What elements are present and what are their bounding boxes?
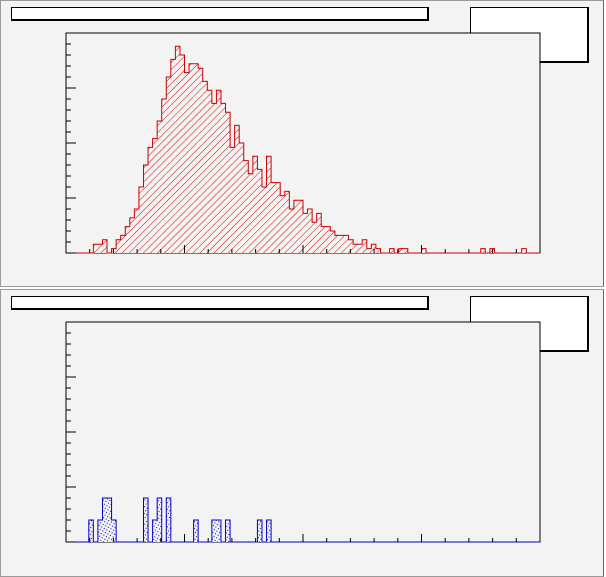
top-bin-7 [97,244,103,253]
top-bin-54 [312,222,317,253]
top-bin-66 [366,248,372,253]
bottom-bin-7 [97,520,103,542]
bottom-bin-44 [266,520,272,542]
top-bin-47 [280,195,285,253]
top-bin-48 [284,191,290,253]
bottom-bin-42 [257,520,262,542]
top-bin-32 [211,103,217,254]
top-histogram-outline [66,45,540,254]
top-histogram-frame [65,32,541,254]
top-bin-28 [193,63,199,253]
bottom-bin-9 [107,498,112,542]
bottom-plot-frame [65,321,541,543]
top-bin-53 [307,209,313,253]
bottom-bin-10 [111,520,117,542]
top-bin-30 [202,81,208,254]
top-bin-14 [129,217,135,253]
top-bin-19 [152,138,158,253]
top-bin-51 [298,200,303,253]
top-bin-43 [261,187,267,253]
top-bin-46 [275,182,281,253]
bottom-bin-20 [157,498,162,542]
top-bin-49 [289,209,294,253]
top-bin-62 [348,239,354,253]
top-bin-52 [303,213,308,253]
top-bin-12 [120,235,126,253]
top-bin-15 [134,209,139,253]
bottom-bin-35 [225,520,231,542]
top-bin-35 [225,112,231,253]
top-bin-67 [371,244,376,253]
top-bin-100 [521,248,527,253]
top-bin-8 [102,239,108,253]
top-bin-16 [138,187,144,253]
top-bin-22 [166,77,171,253]
top-bin-60 [339,235,345,253]
top-bin-33 [216,90,221,253]
top-bin-41 [252,156,258,253]
bottom-title-box [11,296,429,310]
top-bin-39 [243,160,249,253]
top-bin-71 [389,248,395,253]
top-bin-31 [207,90,212,253]
top-bin-23 [170,59,176,254]
top-bin-73 [398,248,404,253]
top-bin-13 [125,226,130,253]
bottom-bin-8 [102,498,108,542]
top-bin-45 [271,182,276,253]
top-bin-59 [334,235,340,253]
top-bin-37 [234,125,240,253]
top-bin-27 [189,63,194,253]
top-bin-26 [184,72,190,253]
bottom-bin-17 [143,498,149,542]
bottom-bin-33 [216,520,221,542]
bottom-histogram-outline [66,497,540,543]
top-bin-6 [93,244,98,253]
top-bin-58 [330,231,335,253]
top-bin-63 [353,244,358,253]
top-bin-74 [403,248,408,253]
top-title-box [11,7,429,21]
top-bin-50 [293,200,299,253]
top-bin-68 [375,248,381,253]
top-bin-56 [321,226,326,253]
top-bin-29 [198,68,203,253]
top-bin-20 [157,121,162,253]
top-bin-18 [148,147,153,253]
top-bin-78 [421,248,427,253]
top-bin-42 [257,169,262,253]
bottom-bin-22 [166,498,171,542]
top-bin-21 [161,99,167,253]
top-bin-40 [248,173,253,253]
top-bin-57 [325,226,331,253]
bottom-bin-28 [193,520,199,542]
top-bin-17 [143,165,149,253]
top-bin-55 [316,213,322,253]
top-bin-65 [362,239,367,253]
top-bin-36 [230,147,235,253]
top-bin-61 [344,235,349,253]
top-bin-91 [480,248,486,253]
bottom-bin-5 [88,520,94,542]
top-bin-34 [220,103,226,254]
bottom-bin-19 [152,520,158,542]
top-bin-38 [239,143,244,253]
top-bin-11 [116,239,121,253]
top-bin-44 [266,156,272,253]
top-bin-25 [179,55,185,253]
bottom-histogram-frame [65,321,541,543]
top-bin-64 [357,244,363,253]
bottom-bin-32 [211,520,217,542]
top-bin-24 [175,46,180,254]
